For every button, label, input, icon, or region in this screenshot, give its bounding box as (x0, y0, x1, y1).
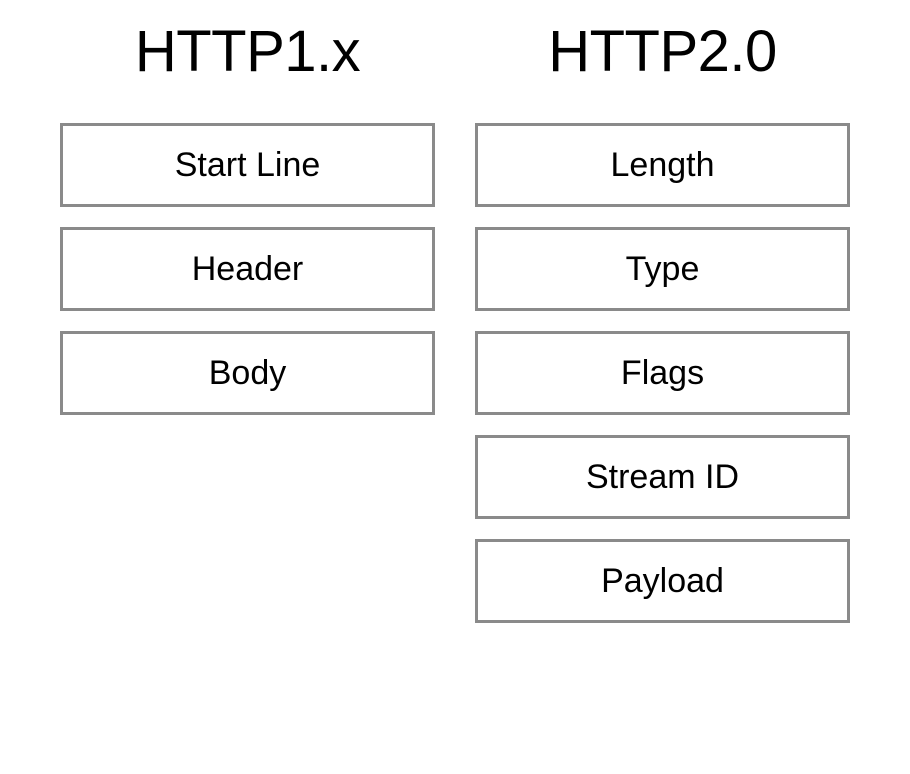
http2-box-flags: Flags (475, 331, 850, 415)
http1-box-body: Body (60, 331, 435, 415)
http1-box-header: Header (60, 227, 435, 311)
box-label: Flags (621, 354, 704, 393)
box-label: Length (611, 146, 715, 185)
http1-column: HTTP1.x Start Line Header Body (60, 18, 435, 435)
http2-box-stream-id: Stream ID (475, 435, 850, 519)
http1-title: HTTP1.x (135, 18, 360, 85)
box-label: Header (192, 250, 304, 289)
box-label: Body (209, 354, 287, 393)
http2-column: HTTP2.0 Length Type Flags Stream ID Payl… (475, 18, 850, 643)
diagram-container: HTTP1.x Start Line Header Body HTTP2.0 L… (0, 0, 910, 643)
box-label: Type (626, 250, 700, 289)
http2-title: HTTP2.0 (548, 18, 777, 85)
box-label: Payload (601, 562, 724, 601)
http1-box-start-line: Start Line (60, 123, 435, 207)
box-label: Stream ID (586, 458, 739, 497)
http2-box-length: Length (475, 123, 850, 207)
box-label: Start Line (175, 146, 321, 185)
http2-box-type: Type (475, 227, 850, 311)
http2-box-payload: Payload (475, 539, 850, 623)
